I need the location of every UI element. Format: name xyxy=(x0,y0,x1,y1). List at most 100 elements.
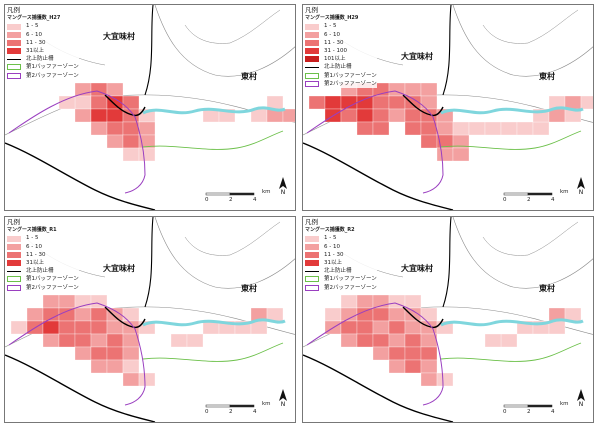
scale-bar-segment xyxy=(527,192,553,196)
capture-cell xyxy=(90,108,108,123)
capture-cell xyxy=(340,320,358,335)
legend-title: 凡例 xyxy=(305,218,318,226)
map-canvas xyxy=(5,5,295,210)
place-label-higashi: 東村 xyxy=(241,72,257,81)
capture-cell xyxy=(308,95,326,110)
capture-cell xyxy=(436,121,454,136)
capture-cell xyxy=(90,346,108,361)
capture-cell xyxy=(186,333,204,348)
capture-cell xyxy=(340,294,358,309)
legend-title: 凡例 xyxy=(7,218,20,226)
legend-title: 凡例 xyxy=(305,6,318,14)
municipal-boundary xyxy=(452,217,593,289)
capture-cell xyxy=(500,121,518,136)
capture-cell xyxy=(420,82,438,97)
legend: 凡例 マングース捕獲数_R1 1 - 5 6 - 10 11 - 30 31以上… xyxy=(7,218,79,292)
capture-cell xyxy=(170,333,188,348)
capture-cell xyxy=(580,95,593,110)
municipal-boundary xyxy=(184,9,281,44)
municipal-boundary xyxy=(154,217,295,289)
legend-class-5: 101以上 xyxy=(305,55,377,63)
scale-bar-segment xyxy=(503,404,529,408)
capture-cell xyxy=(122,134,140,149)
legend-buffer1: 第1バッファーゾーン xyxy=(7,63,79,71)
capture-cell xyxy=(388,333,406,348)
scale-bar-segment xyxy=(229,192,255,196)
legend: 凡例 マングース捕獲数_R2 1 - 5 6 - 10 11 - 30 31以上… xyxy=(305,218,377,292)
capture-cell xyxy=(388,346,406,361)
capture-cell xyxy=(420,359,438,374)
capture-cell xyxy=(122,95,140,110)
legend-class-4: 31以上 xyxy=(7,259,79,267)
capture-cell xyxy=(122,121,140,136)
legend: 凡例 マングース捕獲数_H29 1 - 5 6 - 10 11 - 30 31 … xyxy=(305,6,377,88)
map-panel-r2: 凡例 マングース捕獲数_R2 1 - 5 6 - 10 11 - 30 31以上… xyxy=(302,216,594,423)
capture-cell xyxy=(106,82,124,97)
legend-subtitle: マングース捕獲数_H29 xyxy=(305,15,359,22)
fence-line xyxy=(144,5,154,96)
capture-cell xyxy=(26,307,44,322)
place-label-ogimi: 大宜味村 xyxy=(103,264,135,273)
capture-cell xyxy=(106,320,124,335)
capture-cell xyxy=(10,320,28,335)
reservoir xyxy=(440,318,584,327)
capture-cell xyxy=(138,372,156,387)
legend-buffer2: 第2バッファーゾーン xyxy=(7,284,79,292)
buffer-zone-1-line xyxy=(142,130,284,150)
capture-cell xyxy=(58,294,76,309)
capture-cell xyxy=(122,307,140,322)
capture-cell xyxy=(74,333,92,348)
north-arrow-icon xyxy=(279,389,287,401)
capture-cell xyxy=(138,121,156,136)
capture-cell xyxy=(436,147,454,162)
legend-buffer1: 第1バッファーゾーン xyxy=(7,275,79,283)
legend-class-1: 1 - 5 xyxy=(7,234,79,242)
buffer-zone-2-line xyxy=(8,90,146,194)
reservoir xyxy=(142,318,286,327)
place-label-higashi: 東村 xyxy=(539,72,555,81)
capture-cell xyxy=(420,333,438,348)
capture-cell xyxy=(90,320,108,335)
north-arrow-label: N xyxy=(578,401,584,408)
north-arrow-icon xyxy=(279,177,287,189)
capture-cell xyxy=(122,346,140,361)
scale-bar-segment xyxy=(503,192,529,196)
map-panel-r1: 凡例 マングース捕獲数_R1 1 - 5 6 - 10 11 - 30 31以上… xyxy=(4,216,296,423)
capture-cell xyxy=(516,121,534,136)
capture-cell xyxy=(58,307,76,322)
legend-buffer2: 第2バッファーゾーン xyxy=(305,80,377,88)
capture-cell xyxy=(452,147,470,162)
legend-fence: 北上防止柵 xyxy=(7,55,79,63)
legend-class-4: 31以上 xyxy=(305,259,377,267)
capture-cell xyxy=(138,147,156,162)
legend-title: 凡例 xyxy=(7,6,20,14)
capture-cell xyxy=(324,307,342,322)
buffer-zone-1-line xyxy=(440,342,582,362)
capture-cell xyxy=(340,108,358,123)
capture-cell xyxy=(532,121,550,136)
scale-bar-segment xyxy=(229,404,255,408)
capture-cell xyxy=(356,294,374,309)
capture-cell xyxy=(74,108,92,123)
capture-cell xyxy=(420,121,438,136)
capture-cell xyxy=(356,307,374,322)
capture-cell xyxy=(372,307,390,322)
capture-cell xyxy=(420,134,438,149)
capture-cell xyxy=(372,121,390,136)
buffer-zone-2-line xyxy=(306,302,444,406)
buffer-zone-1-line xyxy=(142,342,284,362)
capture-cell xyxy=(500,333,518,348)
municipal-boundary xyxy=(452,5,593,77)
capture-cell xyxy=(42,294,60,309)
place-label-higashi: 東村 xyxy=(241,284,257,293)
capture-cell xyxy=(404,121,422,136)
legend-subtitle: マングース捕獲数_R2 xyxy=(305,227,355,234)
capture-cell xyxy=(356,121,374,136)
legend-class-3: 11 - 30 xyxy=(7,39,79,47)
capture-cell xyxy=(106,346,124,361)
capture-cell xyxy=(282,108,295,123)
capture-cell xyxy=(388,95,406,110)
north-arrow-icon xyxy=(577,389,585,401)
legend-class-2: 6 - 10 xyxy=(305,31,377,39)
capture-cell xyxy=(58,333,76,348)
